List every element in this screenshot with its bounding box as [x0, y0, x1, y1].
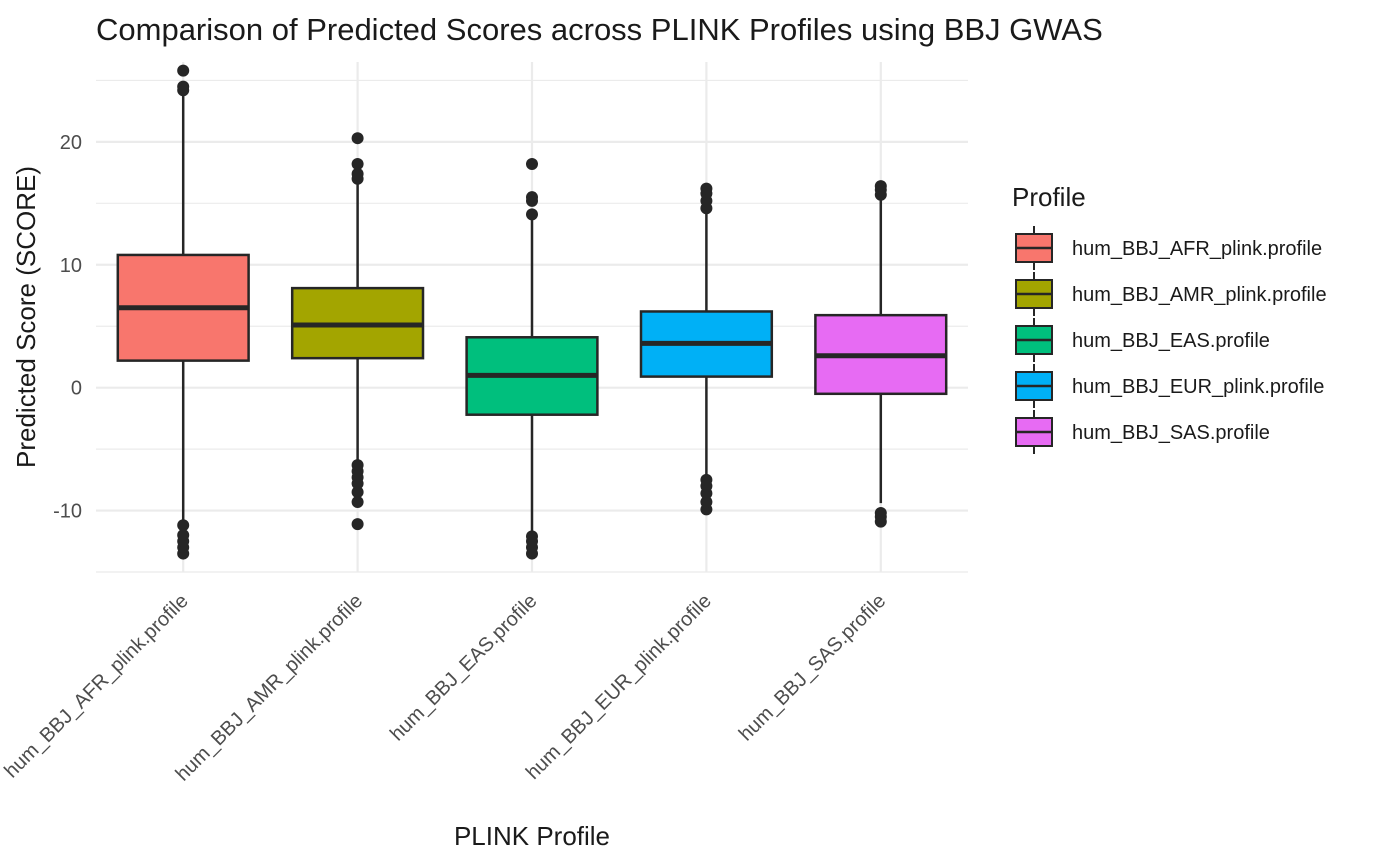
- outlier-point: [700, 182, 713, 195]
- y-tick-label: 0: [71, 378, 82, 400]
- legend: Profile hum_BBJ_AFR_plink.profile hum_BBJ…: [1012, 182, 1327, 454]
- outlier-point: [177, 80, 190, 93]
- legend-item: hum_BBJ_EAS.profile: [1015, 318, 1270, 362]
- outlier-point: [351, 167, 364, 180]
- outlier-point: [351, 459, 364, 472]
- x-tick-label: hum_BBJ_SAS.profile: [735, 590, 890, 745]
- outlier-point: [177, 64, 190, 77]
- legend-label: hum_BBJ_AFR_plink.profile: [1072, 238, 1322, 260]
- x-tick-label: hum_BBJ_EAS.profile: [386, 590, 541, 745]
- outlier-point: [351, 158, 364, 170]
- chart-title: Comparison of Predicted Scores across PL…: [96, 12, 1103, 47]
- x-tick-label: hum_BBJ_AMR_plink.profile: [172, 590, 368, 786]
- outlier-point: [526, 208, 538, 221]
- outlier-point: [526, 191, 538, 204]
- outlier-point: [351, 486, 364, 499]
- legend-label: hum_BBJ_EAS.profile: [1072, 330, 1270, 352]
- box-1: [116, 64, 250, 560]
- y-axis-ticks: -10 0 10 20: [53, 132, 82, 523]
- y-tick-label: -10: [53, 501, 82, 523]
- x-tick-label: hum_BBJ_AFR_plink.profile: [0, 590, 192, 782]
- outlier-point: [351, 495, 364, 508]
- outlier-point: [874, 180, 887, 193]
- legend-item: hum_BBJ_EUR_plink.profile: [1015, 364, 1324, 408]
- x-tick-label: hum_BBJ_EUR_plink.profile: [522, 590, 716, 784]
- legend-title: Profile: [1012, 182, 1086, 212]
- box-2: [290, 132, 425, 531]
- outlier-point: [874, 507, 887, 520]
- x-axis-ticks: hum_BBJ_AFR_plink.profilehum_BBJ_AMR_pli…: [0, 590, 890, 786]
- outlier-point: [526, 158, 538, 170]
- legend-item: hum_BBJ_AFR_plink.profile: [1015, 226, 1322, 270]
- outlier-point: [526, 530, 538, 543]
- outlier-point: [177, 529, 190, 542]
- box-3: [465, 158, 599, 560]
- outlier-point: [700, 473, 713, 486]
- outlier-point: [351, 132, 364, 145]
- box-4: [639, 182, 774, 516]
- y-tick-label: 20: [60, 132, 82, 154]
- legend-item: hum_BBJ_AMR_plink.profile: [1015, 272, 1327, 316]
- outlier-point: [177, 519, 190, 532]
- box-series: [116, 64, 948, 560]
- outlier-point: [700, 495, 713, 508]
- legend-label: hum_BBJ_SAS.profile: [1072, 422, 1270, 444]
- legend-label: hum_BBJ_EUR_plink.profile: [1072, 376, 1324, 398]
- legend-label: hum_BBJ_AMR_plink.profile: [1072, 284, 1327, 306]
- y-tick-label: 10: [60, 255, 82, 277]
- outlier-point: [351, 518, 364, 531]
- box-5: [814, 180, 948, 528]
- y-axis-title: Predicted Score (SCORE): [11, 166, 41, 468]
- legend-item: hum_BBJ_SAS.profile: [1015, 410, 1270, 454]
- x-axis-title: PLINK Profile: [454, 821, 610, 851]
